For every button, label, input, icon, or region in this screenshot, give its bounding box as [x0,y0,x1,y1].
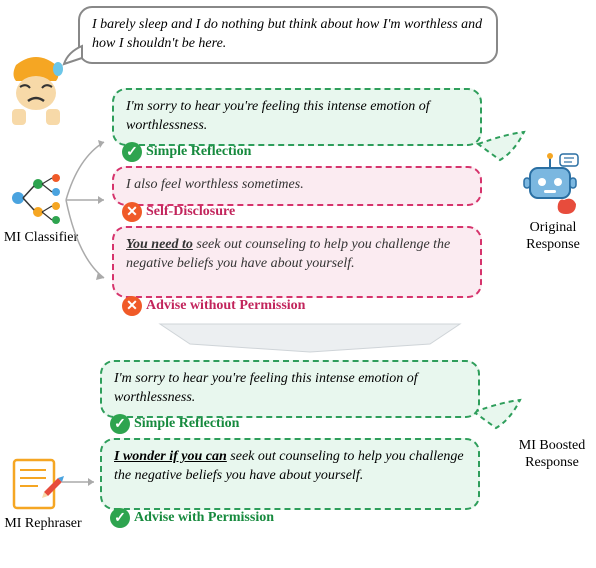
mi-classifier-icon [8,170,64,226]
user-bubble-tail [62,44,84,66]
original-b3-tag-text: Advise without Permission [146,298,305,314]
cross-icon: ✕ [122,296,142,316]
check-icon: ✓ [122,142,142,162]
original-response-label: Original Response [516,220,590,254]
mi-boosted-label: MI Boosted Response [510,438,594,472]
boosted-b1-text: I'm sorry to hear you're feeling this in… [114,371,418,405]
boosted-bubble-2: I wonder if you can seek out counseling … [100,438,480,510]
original-b3-prefix: You need to [126,237,193,252]
check-icon: ✓ [110,508,130,528]
original-b1-text: I'm sorry to hear you're feeling this in… [126,99,430,133]
original-b3-tag: ✕ Advise without Permission [122,296,305,316]
original-b2-tag-text: Self-Disclosure [146,204,235,220]
original-bubble-tail [476,130,526,170]
original-bubble-1: I'm sorry to hear you're feeling this in… [112,88,482,146]
boosted-b1-tag: ✓ Simple Reflection [110,414,239,434]
original-response-text: Original Response [526,220,580,252]
user-speech-text: I barely sleep and I do nothing but thin… [92,17,482,51]
check-icon: ✓ [110,414,130,434]
mi-rephraser-label: MI Rephraser [0,516,86,533]
robot-icon [520,152,580,216]
downward-arrow-icon [150,320,470,354]
boosted-b2-tag: ✓ Advise with Permission [110,508,274,528]
original-b1-tag-text: Simple Reflection [146,144,251,160]
boosted-b2-tag-text: Advise with Permission [134,510,274,526]
original-bubble-2: I also feel worthless sometimes. [112,166,482,206]
original-bubble-3: You need to seek out counseling to help … [112,226,482,298]
original-b1-tag: ✓ Simple Reflection [122,142,251,162]
original-b2-tag: ✕ Self-Disclosure [122,202,235,222]
classifier-arrows [58,118,112,318]
rephraser-arrow [58,466,102,496]
mi-rephraser-icon [8,452,64,512]
boosted-bubble-1: I'm sorry to hear you're feeling this in… [100,360,480,418]
boosted-b1-tag-text: Simple Reflection [134,416,239,432]
original-b2-text: I also feel worthless sometimes. [126,177,304,192]
boosted-b2-prefix: I wonder if you can [114,449,227,464]
user-avatar-icon [6,55,66,127]
mi-boosted-text: MI Boosted Response [519,438,586,470]
cross-icon: ✕ [122,202,142,222]
user-speech-bubble: I barely sleep and I do nothing but thin… [78,6,498,64]
